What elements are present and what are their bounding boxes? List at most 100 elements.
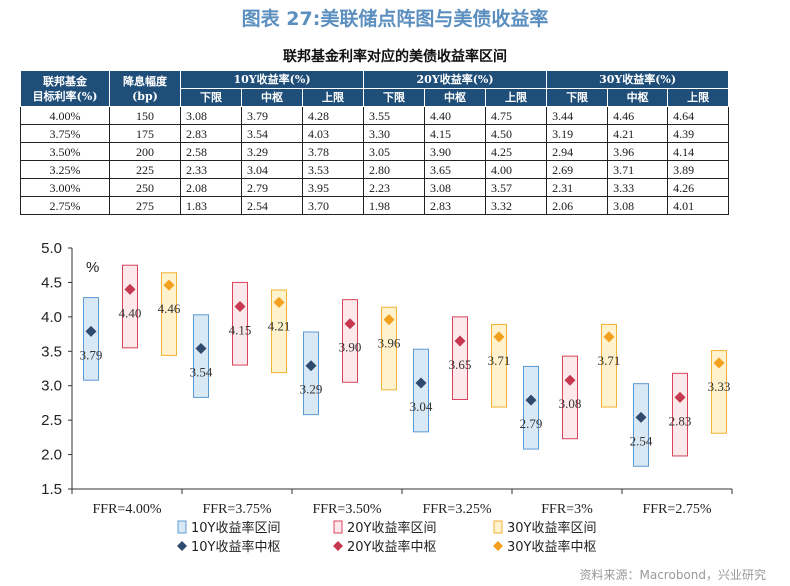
table-cell: 3.50% bbox=[20, 142, 110, 161]
mid-marker-20y bbox=[344, 318, 356, 330]
sub-high: 上限 bbox=[301, 88, 365, 107]
y-tick-label: 2.5 bbox=[41, 412, 62, 429]
header-ffr: 联邦基金 目标利率(%) bbox=[20, 70, 110, 107]
y-tick-label: 3.0 bbox=[41, 378, 62, 395]
data-label-30y: 3.71 bbox=[598, 353, 621, 368]
data-label-10y: 3.29 bbox=[300, 382, 323, 397]
x-category-label: FFR=4.00% bbox=[93, 502, 162, 517]
mid-marker-10y bbox=[635, 411, 647, 423]
mid-marker-30y bbox=[383, 314, 395, 326]
mid-marker-30y bbox=[493, 331, 505, 343]
table-cell: 1.83 bbox=[180, 196, 242, 215]
data-label-20y: 2.83 bbox=[669, 413, 692, 428]
range-box-30y bbox=[271, 289, 287, 374]
x-category-label: FFR=3.75% bbox=[203, 502, 272, 517]
data-label-10y: 2.54 bbox=[630, 433, 653, 448]
x-category-label: FFR=3.25% bbox=[423, 502, 492, 517]
range-box-10y bbox=[303, 331, 319, 416]
legend-mid-label: 20Y收益率中枢 bbox=[347, 539, 436, 555]
sub-low: 下限 bbox=[363, 88, 426, 107]
data-label-20y: 3.65 bbox=[449, 357, 472, 372]
table-cell: 275 bbox=[109, 196, 181, 215]
legend-mid-marker bbox=[493, 541, 503, 551]
sub-mid: 中枢 bbox=[241, 88, 303, 107]
mid-marker-20y bbox=[674, 391, 686, 403]
table-cell: 4.00 bbox=[485, 160, 548, 179]
mid-marker-10y bbox=[85, 325, 97, 337]
sub-mid: 中枢 bbox=[424, 88, 487, 107]
table-cell: 2.33 bbox=[180, 160, 242, 179]
table-cell: 3.53 bbox=[301, 160, 365, 179]
data-label-30y: 4.21 bbox=[268, 318, 291, 333]
legend-range-swatch bbox=[177, 520, 187, 534]
mid-marker-10y bbox=[195, 343, 207, 355]
range-box-20y bbox=[122, 264, 138, 349]
table-cell: 2.83 bbox=[424, 196, 487, 215]
range-box-20y bbox=[452, 316, 468, 400]
range-box-20y bbox=[342, 299, 358, 383]
table-cell: 4.15 bbox=[424, 124, 487, 143]
table-cell: 3.90 bbox=[424, 142, 487, 161]
mid-marker-30y bbox=[603, 331, 615, 343]
mid-marker-30y bbox=[163, 279, 175, 291]
y-tick-label: 5.0 bbox=[41, 240, 62, 257]
table-cell: 4.64 bbox=[667, 106, 730, 125]
range-box-20y bbox=[562, 355, 578, 440]
data-label-10y: 3.04 bbox=[410, 399, 433, 414]
legend-range-label: 20Y收益率区间 bbox=[347, 520, 436, 536]
data-label-10y: 2.79 bbox=[520, 416, 543, 431]
legend-mid-marker bbox=[333, 541, 343, 551]
table-cell: 4.21 bbox=[607, 124, 669, 143]
legend-mid-label: 10Y收益率中枢 bbox=[191, 539, 280, 555]
range-box-30y bbox=[711, 350, 727, 434]
data-label-30y: 3.71 bbox=[488, 353, 511, 368]
range-box-10y bbox=[83, 297, 99, 381]
table-cell: 3.65 bbox=[424, 160, 487, 179]
y-unit-label: % bbox=[86, 259, 99, 276]
x-category-label: FFR=2.75% bbox=[643, 502, 712, 517]
range-box-20y bbox=[672, 372, 688, 457]
table-row: 2.75% 275 1.83 2.54 3.70 1.98 2.83 3.32 2.06 3.08… bbox=[20, 196, 730, 215]
range-box-10y bbox=[523, 365, 539, 450]
mid-marker-20y bbox=[454, 335, 466, 347]
table-cell: 3.78 bbox=[301, 142, 365, 161]
table-cell: 4.01 bbox=[667, 196, 730, 215]
mid-marker-30y bbox=[713, 357, 725, 369]
legend-mid-label: 30Y收益率中枢 bbox=[507, 539, 596, 555]
table-cell: 1.98 bbox=[363, 196, 426, 215]
data-label-20y: 4.40 bbox=[119, 305, 142, 320]
range-box-30y bbox=[601, 323, 617, 408]
y-tick-label: 2.0 bbox=[41, 447, 62, 464]
table-row: 3.75% 175 2.83 3.54 4.03 3.30 4.15 4.50 3.19 4.21… bbox=[20, 124, 730, 143]
yield-table: 联邦基金 目标利率(%) 降息幅度 (bp) 10Y收益率(%) 20Y收益率(%)… bbox=[20, 70, 730, 215]
y-tick-label: 3.5 bbox=[41, 343, 62, 360]
range-box-30y bbox=[491, 323, 507, 408]
table-cell: 2.75% bbox=[20, 196, 110, 215]
x-category-label: FFR=3% bbox=[541, 502, 593, 517]
range-box-20y bbox=[232, 281, 248, 366]
mid-marker-20y bbox=[234, 301, 246, 313]
data-label-30y: 3.96 bbox=[378, 336, 401, 351]
table-cell: 2.69 bbox=[546, 160, 609, 179]
table-cell: 3.89 bbox=[667, 160, 730, 179]
data-label-20y: 3.90 bbox=[339, 340, 362, 355]
data-label-30y: 4.46 bbox=[158, 301, 181, 316]
table-row: 3.50% 200 2.58 3.29 3.78 3.05 3.90 4.25 2.94 3.96… bbox=[20, 142, 730, 161]
header-30y: 30Y收益率(%) bbox=[546, 70, 730, 89]
mid-marker-30y bbox=[273, 296, 285, 308]
mid-marker-20y bbox=[564, 374, 576, 386]
table-cell: 2.94 bbox=[546, 142, 609, 161]
table-cell: 3.32 bbox=[485, 196, 548, 215]
range-box-10y bbox=[633, 383, 649, 467]
table-cell: 3.04 bbox=[241, 160, 303, 179]
x-category-label: FFR=3.50% bbox=[313, 502, 382, 517]
legend-range-label: 10Y收益率区间 bbox=[191, 520, 280, 536]
range-box-10y bbox=[193, 314, 209, 398]
table-title: 联邦基金利率对应的美债收益率区间 bbox=[283, 49, 507, 65]
y-tick-label: 1.5 bbox=[41, 481, 62, 498]
table-row: 3.00% 250 2.08 2.79 3.95 2.23 3.08 3.57 2.31 3.33… bbox=[20, 178, 730, 197]
data-label-20y: 3.08 bbox=[559, 396, 582, 411]
table-cell: 3.08 bbox=[607, 196, 669, 215]
range-box-10y bbox=[413, 348, 429, 433]
